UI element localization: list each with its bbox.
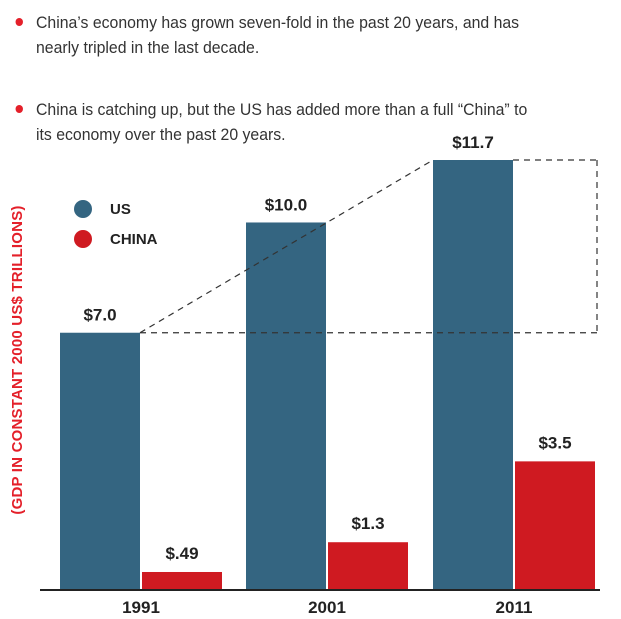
data-label-china-2011: $3.5 (538, 433, 571, 452)
bullet-line: China’s economy has grown seven-fold in … (36, 13, 520, 32)
bar-china-2001 (328, 542, 408, 590)
bullet-line: its economy over the past 20 years. (36, 125, 286, 144)
bar-us-2011 (433, 160, 513, 590)
legend-item-us: US (74, 194, 158, 224)
bar-us-1991 (60, 332, 140, 590)
data-label-china-1991: $.49 (165, 544, 198, 563)
bullet-dot-icon (15, 18, 23, 26)
bar-china-2011 (515, 461, 595, 590)
legend-swatch-us (74, 200, 92, 218)
x-tick-label-1991: 1991 (122, 598, 160, 617)
data-label-us-1991: $7.0 (83, 306, 116, 325)
bullet-dot-icon (15, 105, 23, 113)
legend-swatch-china (74, 230, 92, 248)
data-label-china-2001: $1.3 (351, 514, 384, 533)
x-tick-label-2001: 2001 (308, 598, 346, 617)
bar-china-1991 (142, 571, 222, 590)
data-label-us-2011: $11.7 (452, 133, 494, 152)
data-label-us-2001: $10.0 (265, 195, 308, 214)
bullet-item-1: China’s economy has grown seven-fold in … (15, 10, 571, 60)
chart-legend: US CHINA (74, 194, 158, 254)
legend-label-china: CHINA (110, 230, 158, 248)
bar-us-2001 (246, 222, 326, 590)
bullet-line: China is catching up, but the US has add… (36, 100, 528, 119)
bullet-item-2: China is catching up, but the US has add… (15, 97, 571, 147)
legend-item-china: CHINA (74, 224, 158, 254)
x-tick-label-2011: 2011 (496, 598, 533, 617)
legend-label-us: US (110, 200, 131, 218)
dashed-trend-line (139, 159, 434, 334)
y-axis-label: (GDP IN CONSTANT 2000 US$ TRILLIONS) (9, 205, 26, 515)
bullet-line: nearly tripled in the last decade. (36, 38, 260, 57)
